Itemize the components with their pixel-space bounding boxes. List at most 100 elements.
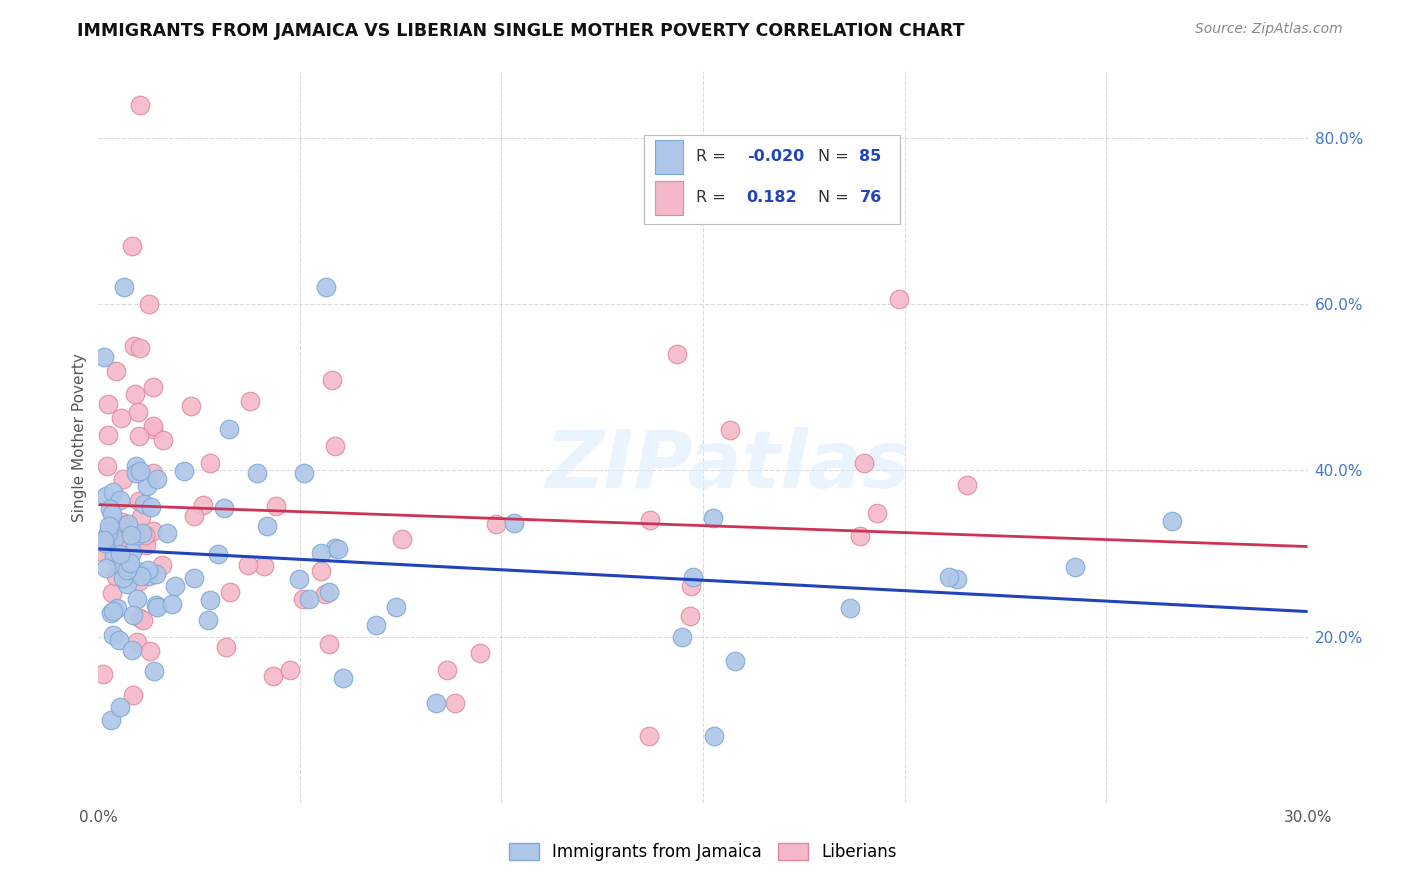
Immigrants from Jamaica: [145, 567, 167, 582]
Text: 85: 85: [859, 149, 882, 164]
Immigrants from Jamaica: [682, 570, 704, 584]
Text: ZIPatlas: ZIPatlas: [544, 427, 910, 506]
Immigrants from Jamaica: [156, 526, 179, 541]
Liberians: [215, 640, 238, 654]
Liberians: [679, 609, 702, 624]
Liberians: [107, 540, 129, 554]
Liberians: [252, 558, 274, 573]
Liberians: [849, 528, 872, 542]
Immigrants from Jamaica: [246, 466, 269, 480]
Immigrants from Jamaica: [146, 472, 169, 486]
Liberians: [150, 558, 173, 572]
Immigrants from Jamaica: [108, 558, 131, 573]
Liberians: [124, 386, 146, 401]
FancyBboxPatch shape: [644, 135, 900, 224]
Immigrants from Jamaica: [946, 572, 969, 586]
Liberians: [436, 663, 458, 677]
Immigrants from Jamaica: [94, 489, 117, 503]
Immigrants from Jamaica: [298, 591, 321, 606]
Text: 76: 76: [859, 190, 882, 205]
Liberians: [134, 528, 156, 542]
Liberians: [128, 97, 150, 112]
Immigrants from Jamaica: [115, 577, 138, 591]
Immigrants from Jamaica: [121, 527, 143, 541]
Immigrants from Jamaica: [98, 502, 121, 516]
Immigrants from Jamaica: [309, 547, 332, 561]
Immigrants from Jamaica: [315, 280, 337, 294]
Immigrants from Jamaica: [207, 547, 229, 561]
Immigrants from Jamaica: [197, 613, 219, 627]
Liberians: [238, 558, 260, 573]
Immigrants from Jamaica: [218, 422, 240, 436]
Immigrants from Jamaica: [332, 671, 354, 685]
FancyBboxPatch shape: [655, 181, 683, 215]
Immigrants from Jamaica: [288, 572, 311, 586]
Liberians: [239, 393, 262, 408]
Liberians: [127, 405, 149, 419]
Immigrants from Jamaica: [146, 599, 169, 614]
Immigrants from Jamaica: [100, 713, 122, 727]
Immigrants from Jamaica: [121, 545, 143, 559]
Liberians: [141, 419, 163, 434]
Liberians: [142, 524, 165, 538]
Liberians: [142, 466, 165, 480]
Liberians: [956, 477, 979, 491]
Liberians: [444, 696, 467, 710]
Immigrants from Jamaica: [98, 519, 121, 533]
Liberians: [111, 519, 134, 533]
Immigrants from Jamaica: [838, 600, 860, 615]
Text: IMMIGRANTS FROM JAMAICA VS LIBERIAN SINGLE MOTHER POVERTY CORRELATION CHART: IMMIGRANTS FROM JAMAICA VS LIBERIAN SING…: [77, 22, 965, 40]
Immigrants from Jamaica: [162, 597, 184, 611]
Immigrants from Jamaica: [108, 700, 131, 714]
Liberians: [219, 585, 242, 599]
Liberians: [191, 498, 214, 512]
Immigrants from Jamaica: [131, 526, 153, 541]
Liberians: [105, 363, 128, 377]
Text: N =: N =: [818, 190, 849, 205]
Liberians: [391, 532, 413, 546]
Immigrants from Jamaica: [117, 563, 139, 577]
Immigrants from Jamaica: [125, 564, 148, 578]
Immigrants from Jamaica: [105, 600, 128, 615]
Immigrants from Jamaica: [108, 547, 131, 561]
Text: R =: R =: [696, 149, 725, 164]
Immigrants from Jamaica: [256, 518, 278, 533]
Immigrants from Jamaica: [112, 571, 135, 585]
Liberians: [128, 574, 150, 588]
Immigrants from Jamaica: [125, 466, 148, 480]
Liberians: [152, 433, 174, 447]
Immigrants from Jamaica: [183, 571, 205, 585]
Immigrants from Jamaica: [198, 593, 221, 607]
Immigrants from Jamaica: [163, 580, 186, 594]
Liberians: [142, 422, 165, 436]
Liberians: [309, 564, 332, 578]
Liberians: [314, 587, 336, 601]
Liberians: [468, 646, 491, 660]
Immigrants from Jamaica: [125, 458, 148, 473]
Immigrants from Jamaica: [141, 500, 163, 514]
Liberians: [91, 666, 114, 681]
Immigrants from Jamaica: [121, 643, 143, 657]
Immigrants from Jamaica: [385, 600, 408, 615]
Immigrants from Jamaica: [724, 655, 747, 669]
Immigrants from Jamaica: [125, 591, 148, 606]
Immigrants from Jamaica: [136, 563, 159, 577]
Liberians: [264, 499, 287, 513]
Legend: Immigrants from Jamaica, Liberians: Immigrants from Jamaica, Liberians: [502, 836, 904, 868]
Liberians: [180, 399, 202, 413]
Immigrants from Jamaica: [108, 493, 131, 508]
Liberians: [292, 592, 315, 607]
Immigrants from Jamaica: [101, 603, 124, 617]
Immigrants from Jamaica: [292, 466, 315, 480]
Liberians: [318, 637, 340, 651]
Immigrants from Jamaica: [101, 485, 124, 500]
Immigrants from Jamaica: [117, 516, 139, 531]
Immigrants from Jamaica: [129, 569, 152, 583]
Immigrants from Jamaica: [101, 507, 124, 521]
Liberians: [121, 239, 143, 253]
Liberians: [104, 569, 127, 583]
Immigrants from Jamaica: [212, 501, 235, 516]
Immigrants from Jamaica: [97, 525, 120, 540]
Immigrants from Jamaica: [112, 280, 135, 294]
Liberians: [638, 729, 661, 743]
